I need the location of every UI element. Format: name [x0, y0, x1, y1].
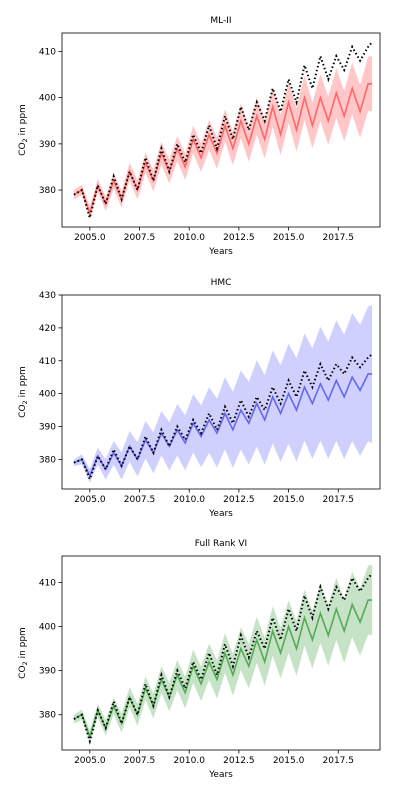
- x-tick-label: 2015.0: [273, 233, 305, 243]
- y-tick-label: 400: [39, 623, 56, 633]
- uncertainty-band: [73, 304, 373, 483]
- plot-frame: [61, 555, 381, 751]
- y-tick-label: 390: [39, 667, 56, 677]
- chart-title-full-rank-vi: Full Rank VI: [195, 539, 247, 549]
- chart-title-hmc: HMC: [211, 278, 232, 288]
- y-tick-label: 390: [39, 140, 56, 150]
- x-tick-label: 2007.5: [124, 233, 156, 243]
- y-axis-label: CO2 in ppm: [18, 366, 29, 418]
- x-tick-label: 2005.0: [74, 495, 106, 505]
- y-tick-label: 430: [39, 291, 56, 301]
- y-tick-label: 420: [39, 324, 56, 334]
- chart-hmc: 2005.0 2007.5 2010.0 2012.5 2015.0 2017.5 380 3…: [18, 278, 381, 519]
- x-tick-label: 2017.5: [323, 233, 355, 243]
- chart-title-ml-ii: ML-II: [210, 16, 231, 26]
- y-tick-label: 380: [39, 711, 56, 721]
- x-tick-label: 2010.0: [173, 756, 205, 766]
- x-tick-label: 2015.0: [273, 495, 305, 505]
- x-tick-label: 2012.5: [223, 756, 255, 766]
- y-tick-label: 410: [39, 578, 56, 588]
- y-axis-label: CO2 in ppm: [18, 627, 29, 679]
- x-axis-label: Years: [208, 247, 233, 257]
- x-tick-label: 2015.0: [273, 756, 305, 766]
- observed-data-line: [73, 572, 373, 745]
- x-tick-label: 2007.5: [124, 756, 156, 766]
- x-tick-label: 2017.5: [323, 756, 355, 766]
- uncertainty-band: [73, 564, 373, 743]
- y-tick-label: 400: [39, 94, 56, 104]
- uncertainty-band: [73, 56, 373, 219]
- x-tick-label: 2012.5: [223, 233, 255, 243]
- y-axis-label: CO2 in ppm: [18, 104, 29, 156]
- y-tick-label: 410: [39, 357, 56, 367]
- x-tick-label: 2017.5: [323, 495, 355, 505]
- y-tick-label: 410: [39, 47, 56, 57]
- y-tick-label: 390: [39, 423, 56, 433]
- plot-frame: [61, 32, 381, 228]
- y-tick-label: 380: [39, 455, 56, 465]
- chart-full-rank-vi: 2005.0 2007.5 2010.0 2012.5 2015.0 2017.5 380 3…: [18, 539, 381, 780]
- x-tick-label: 2010.0: [173, 233, 205, 243]
- chart-ml-ii: 2005.0 2007.5 2010.0 2012.5 2015.0 2017.5 380 3…: [18, 16, 381, 257]
- plot-frame: [61, 294, 381, 490]
- x-tick-label: 2010.0: [173, 495, 205, 505]
- predicted-mean-line: [73, 83, 373, 216]
- y-tick-label: 380: [39, 186, 56, 196]
- observed-data-line: [73, 353, 373, 482]
- x-tick-label: 2007.5: [124, 495, 156, 505]
- x-tick-label: 2012.5: [223, 495, 255, 505]
- x-tick-label: 2005.0: [74, 233, 106, 243]
- x-tick-label: 2005.0: [74, 756, 106, 766]
- x-axis-label: Years: [208, 770, 233, 780]
- x-axis-label: Years: [208, 509, 233, 519]
- y-tick-label: 400: [39, 390, 56, 400]
